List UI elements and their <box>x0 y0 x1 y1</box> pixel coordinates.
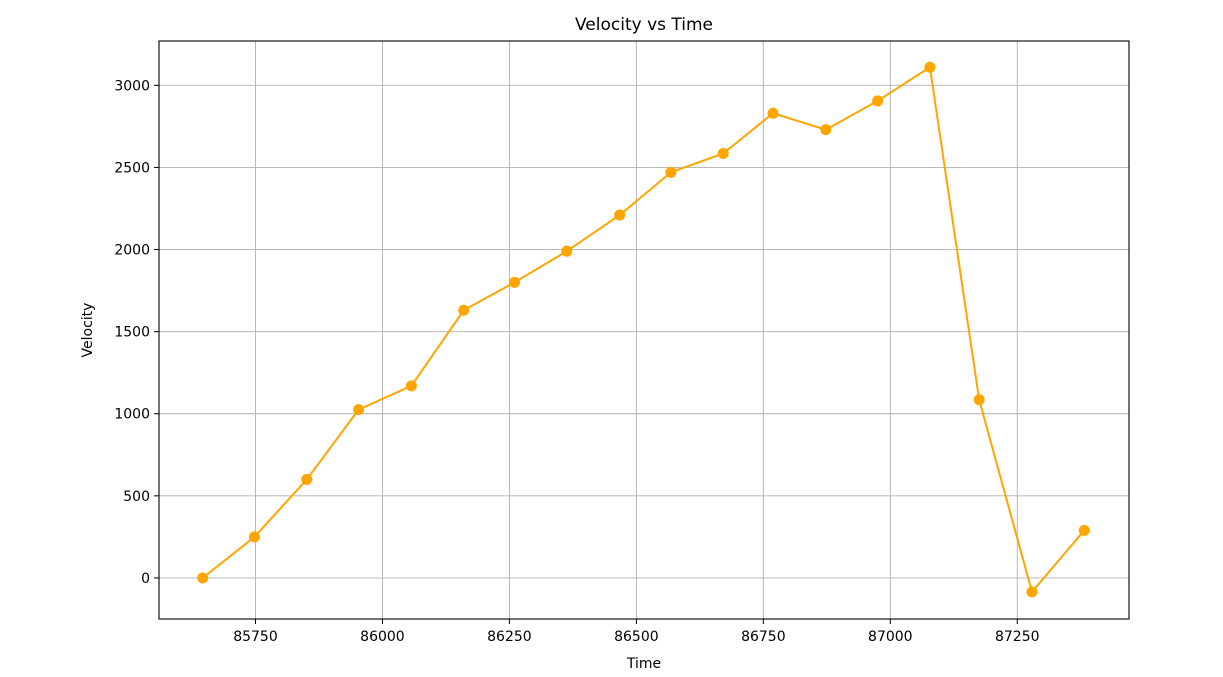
data-point <box>405 380 417 392</box>
x-axis-ticks: 85750 86000 86250 86500 86750 87000 87250 <box>233 619 1040 645</box>
data-point <box>1078 524 1090 536</box>
series-line <box>202 66 1086 593</box>
x-tick-label: 86750 <box>741 629 786 645</box>
y-tick-label: 2000 <box>114 243 150 259</box>
y-tick-label: 1000 <box>114 407 150 423</box>
x-tick-label: 86000 <box>360 629 405 645</box>
series <box>197 61 1090 598</box>
data-point <box>924 61 936 73</box>
x-tick-label: 86500 <box>614 629 659 645</box>
y-axis-ticks: 0 500 1000 1500 2000 2500 3000 <box>114 78 159 587</box>
data-point <box>665 166 677 178</box>
data-point <box>353 404 365 416</box>
data-point <box>301 473 313 485</box>
x-tick-label: 85750 <box>233 629 278 645</box>
x-axis-label: Time <box>626 656 661 672</box>
data-point <box>458 304 470 316</box>
y-tick-label: 2500 <box>114 160 150 176</box>
data-point <box>717 147 729 159</box>
data-point <box>872 95 884 107</box>
grid <box>159 41 1129 619</box>
data-point <box>767 107 779 119</box>
plot-frame <box>158 40 1130 620</box>
y-tick-label: 3000 <box>114 78 150 94</box>
data-point <box>820 124 832 136</box>
data-point <box>1026 586 1038 598</box>
y-tick-label: 1500 <box>114 325 150 341</box>
data-point <box>973 394 985 406</box>
data-point <box>248 531 260 543</box>
y-tick-label: 0 <box>141 571 150 587</box>
x-tick-label: 87000 <box>868 629 913 645</box>
y-tick-label: 500 <box>123 489 150 505</box>
y-axis-label: Velocity <box>80 303 96 358</box>
data-point <box>508 276 520 288</box>
data-point <box>561 245 573 257</box>
data-point <box>614 209 626 221</box>
x-tick-label: 87250 <box>995 629 1040 645</box>
data-point <box>197 572 209 584</box>
x-tick-label: 86250 <box>487 629 532 645</box>
chart-title: Velocity vs Time <box>575 15 713 35</box>
